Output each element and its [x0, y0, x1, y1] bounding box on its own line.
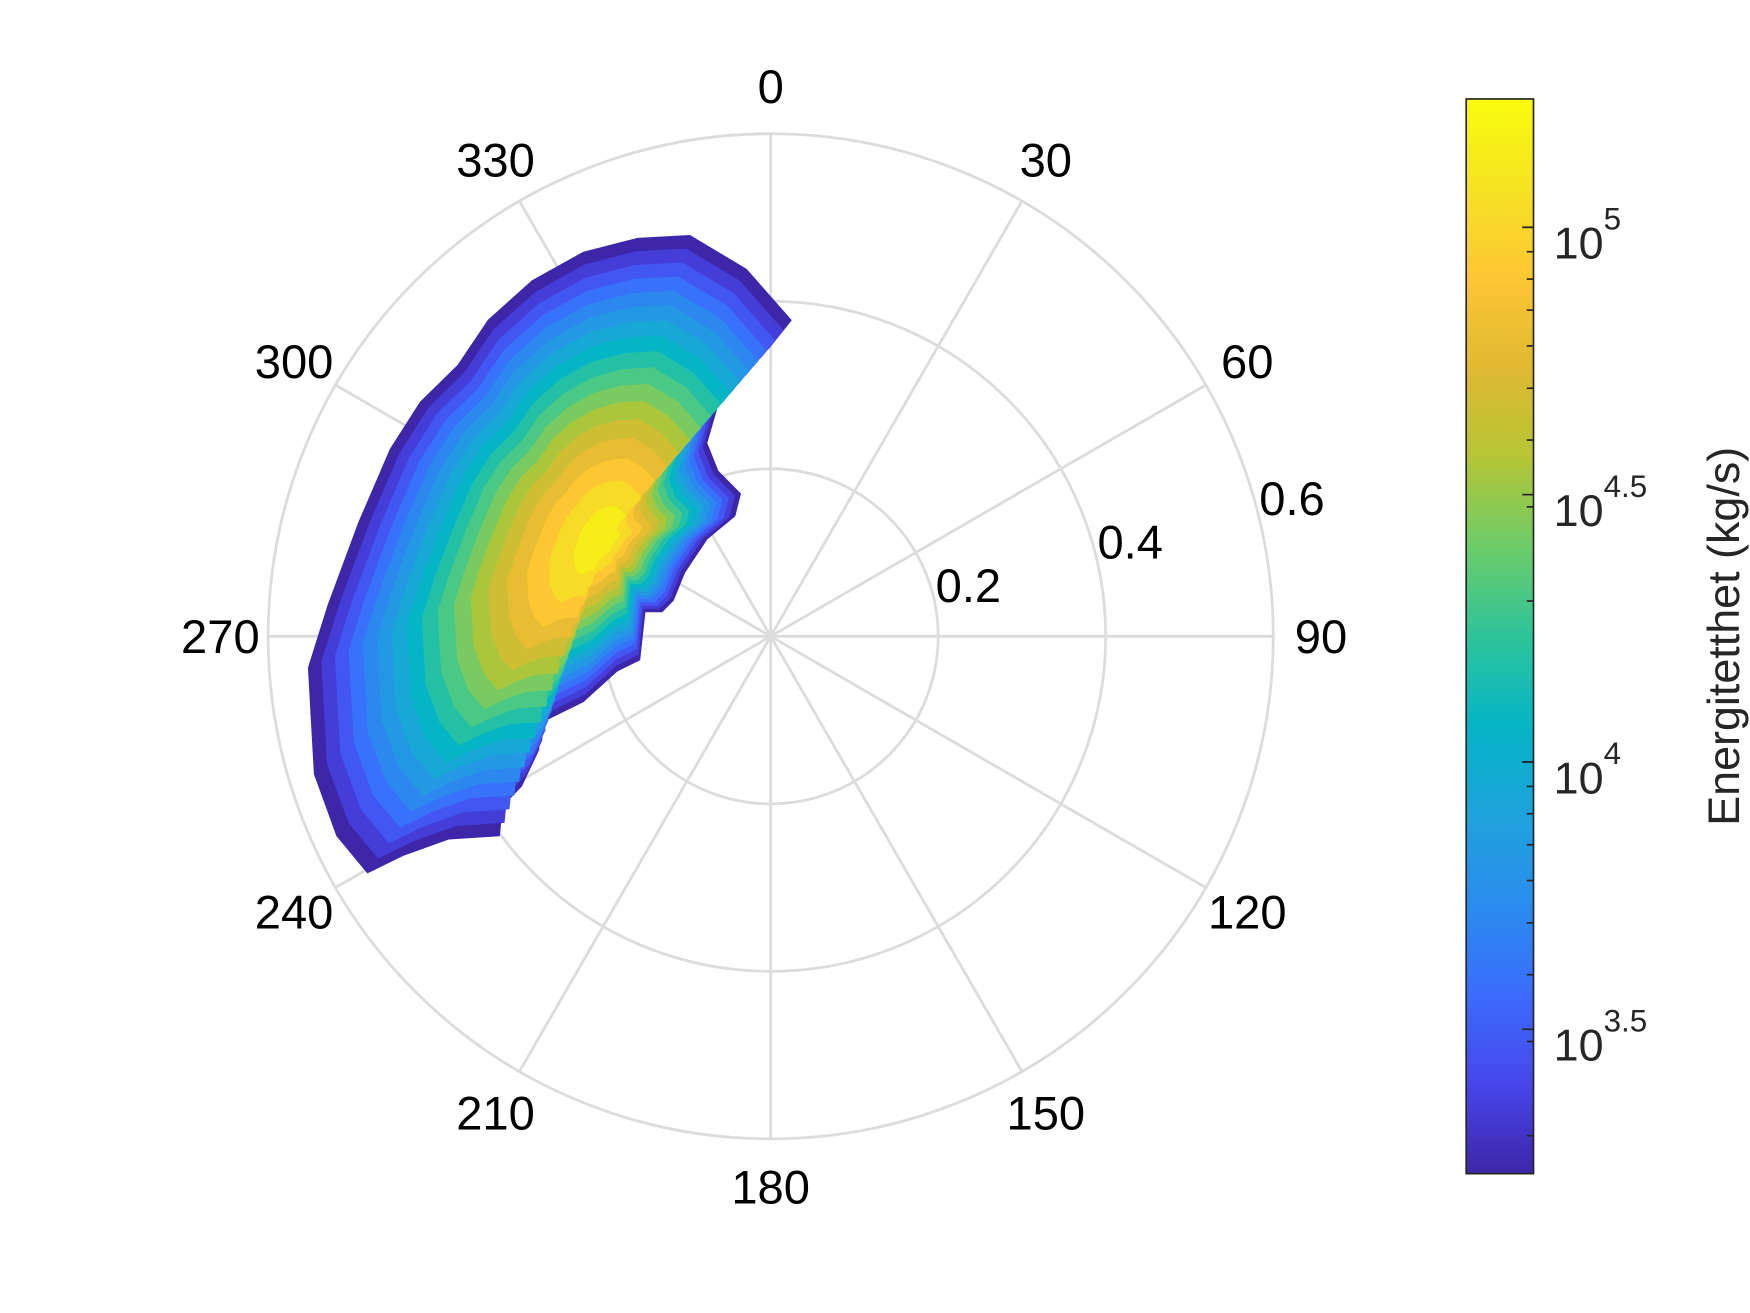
tick-base: 10 — [1554, 752, 1604, 803]
tick-base: 10 — [1554, 218, 1604, 269]
grid-spoke — [769, 635, 1024, 1073]
tick-exponent: 3.5 — [1604, 1004, 1648, 1039]
angle-tick-label: 0 — [758, 60, 784, 113]
tick-exponent: 4.5 — [1604, 469, 1648, 504]
angle-tick-label: 150 — [1007, 1087, 1086, 1140]
tick-exponent: 4 — [1604, 736, 1621, 771]
tick-exponent: 5 — [1604, 202, 1621, 237]
angle-tick-label: 240 — [255, 885, 334, 938]
tick-base: 10 — [1554, 485, 1604, 536]
angular-tick-labels: 0 30 60 90 120 150 180 210 240 270 300 330 — [181, 60, 1347, 1214]
angle-tick-label: 180 — [731, 1160, 810, 1213]
angle-tick-label: 210 — [456, 1087, 535, 1140]
colorbar-title: Energitetthet (kg/s) — [1698, 447, 1749, 826]
colorbar-gradient — [1465, 98, 1535, 1175]
colorbar-tick-label: 105 — [1554, 202, 1621, 269]
contour-fill — [307, 235, 792, 874]
angle-tick-label: 30 — [1020, 134, 1072, 187]
grid-spoke — [769, 383, 1207, 638]
radial-tick-label: 0.6 — [1259, 472, 1325, 525]
angle-tick-label: 330 — [456, 134, 535, 187]
colorbar-tick-label: 104 — [1554, 736, 1621, 803]
angle-tick-label: 90 — [1295, 610, 1347, 663]
grid-spoke — [769, 635, 1207, 889]
angle-tick-label: 270 — [181, 610, 260, 663]
grid-spoke — [518, 635, 772, 1073]
colorbar-tick-label: 103.5 — [1554, 1004, 1648, 1071]
angle-tick-label: 120 — [1208, 885, 1287, 938]
tick-base: 10 — [1554, 1020, 1604, 1071]
radial-tick-label: 0.2 — [936, 559, 1002, 612]
radial-tick-label: 0.4 — [1097, 516, 1163, 569]
colorbar-ticks — [1522, 226, 1534, 1137]
contour-level — [573, 506, 626, 575]
colorbar-tick-label: 104.5 — [1554, 469, 1648, 536]
angle-tick-label: 300 — [255, 335, 334, 388]
radial-tick-labels: 0.2 0.4 0.6 — [936, 472, 1325, 612]
angle-tick-label: 60 — [1221, 335, 1273, 388]
grid-spoke — [769, 200, 1024, 638]
